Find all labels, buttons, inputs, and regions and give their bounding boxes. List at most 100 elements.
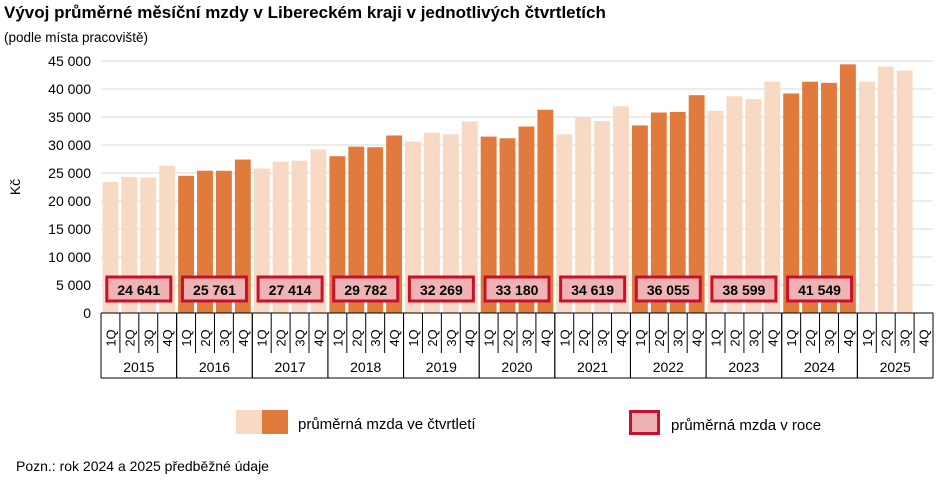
bar xyxy=(272,161,289,313)
quarter-tick-label: 4Q xyxy=(614,329,629,346)
quarter-tick-label: 4Q xyxy=(538,329,553,346)
year-label: 2018 xyxy=(350,359,381,375)
annual-average-box xyxy=(710,275,778,303)
year-label: 2021 xyxy=(577,359,608,375)
y-axis-label: Kč xyxy=(7,179,23,195)
bar xyxy=(442,134,459,313)
quarter-tick-label: 3Q xyxy=(595,329,610,346)
bar xyxy=(764,81,781,313)
quarter-tick-label: 2Q xyxy=(803,329,818,346)
y-tick-label: 30 000 xyxy=(48,137,91,153)
y-tick-label: 10 000 xyxy=(48,249,91,265)
bar xyxy=(499,138,516,313)
quarter-tick-label: 1Q xyxy=(179,329,194,346)
quarter-tick-label: 1Q xyxy=(557,329,572,346)
quarter-tick-label: 4Q xyxy=(917,329,932,346)
quarter-tick-label: 1Q xyxy=(103,329,118,346)
quarter-tick-label: 2Q xyxy=(501,329,516,346)
bar xyxy=(858,81,875,313)
bar xyxy=(821,82,837,313)
quarter-tick-label: 1Q xyxy=(255,329,270,346)
chart-title: Vývoj průměrné měsíční mzdy v Libereckém… xyxy=(4,3,606,22)
bar xyxy=(707,110,724,313)
quarter-tick-label: 3Q xyxy=(217,329,232,346)
annual-average-label: 34 619 xyxy=(571,282,614,298)
bar xyxy=(310,149,327,313)
y-tick-label: 5 000 xyxy=(56,277,91,293)
quarter-tick-label: 4Q xyxy=(387,329,402,346)
quarter-tick-label: 2Q xyxy=(274,329,289,346)
quarter-tick-label: 2Q xyxy=(879,329,894,346)
annual-average-box xyxy=(332,275,400,303)
quarter-tick-label: 1Q xyxy=(330,329,345,346)
legend-quarterly-label: průměrná mzda ve čtvrtletí xyxy=(298,415,476,433)
legend-quarterly: průměrná mzda ve čtvrtletí xyxy=(236,410,476,438)
annual-average-label: 32 269 xyxy=(420,282,463,298)
quarter-tick-label: 1Q xyxy=(784,329,799,346)
quarter-tick-label: 4Q xyxy=(690,329,705,346)
bar xyxy=(367,147,384,313)
bar xyxy=(518,126,535,314)
quarter-tick-label: 1Q xyxy=(482,329,497,346)
year-label: 2019 xyxy=(426,359,457,375)
quarter-tick-label: 4Q xyxy=(236,329,251,346)
year-label: 2015 xyxy=(123,359,154,375)
quarter-tick-label: 1Q xyxy=(406,329,421,346)
y-tick-label: 25 000 xyxy=(48,165,91,181)
quarter-tick-label: 2Q xyxy=(576,329,591,346)
quarter-tick-label: 1Q xyxy=(860,329,875,346)
bar xyxy=(291,160,308,313)
quarter-tick-label: 2Q xyxy=(652,329,667,346)
year-label: 2022 xyxy=(653,359,684,375)
annual-average-box xyxy=(634,275,702,303)
bar xyxy=(537,109,554,313)
quarter-tick-label: 2Q xyxy=(349,329,364,346)
annual-average-box xyxy=(483,275,551,303)
annual-average-label: 41 549 xyxy=(798,282,841,298)
quarter-tick-label: 3Q xyxy=(746,329,761,346)
quarter-tick-label: 2Q xyxy=(425,329,440,346)
year-label: 2017 xyxy=(275,359,306,375)
bar xyxy=(575,117,592,313)
year-label: 2020 xyxy=(501,359,532,375)
annual-average-box xyxy=(407,275,475,303)
bar xyxy=(480,136,497,313)
quarter-tick-label: 3Q xyxy=(519,329,534,346)
annual-average-label: 25 761 xyxy=(193,282,236,298)
annual-average-label: 29 782 xyxy=(344,282,387,298)
y-tick-label: 0 xyxy=(83,305,91,321)
bar xyxy=(802,81,819,313)
bar xyxy=(745,99,762,313)
year-label: 2023 xyxy=(728,359,759,375)
y-tick-label: 40 000 xyxy=(48,81,91,97)
quarter-tick-label: 4Q xyxy=(841,329,856,346)
bar xyxy=(877,66,894,313)
y-tick-label: 15 000 xyxy=(48,221,91,237)
bar xyxy=(650,112,667,314)
bar xyxy=(631,125,648,314)
year-label: 2025 xyxy=(880,359,911,375)
annual-average-box xyxy=(786,275,854,303)
annual-average-box xyxy=(559,275,627,303)
bar xyxy=(594,120,611,313)
y-tick-label: 45 000 xyxy=(48,53,91,69)
chart-subtitle: (podle místa pracoviště) xyxy=(4,30,149,45)
quarter-tick-label: 4Q xyxy=(463,329,478,346)
quarter-tick-label: 1Q xyxy=(633,329,648,346)
bar xyxy=(726,96,743,313)
quarter-tick-label: 3Q xyxy=(141,329,156,346)
quarter-tick-label: 3Q xyxy=(822,329,837,346)
year-label: 2024 xyxy=(804,359,835,375)
annual-average-label: 33 180 xyxy=(496,282,539,298)
bar-chart: 0 5 000 10 000 15 000 20 000 25 000 30 000 35 0… xyxy=(7,53,934,379)
annual-average-label: 24 641 xyxy=(117,282,160,298)
quarter-tick-label: 3Q xyxy=(898,329,913,346)
bar xyxy=(234,159,251,313)
bar xyxy=(461,121,478,313)
year-label: 2016 xyxy=(199,359,230,375)
bar xyxy=(613,106,629,313)
annual-average-box xyxy=(105,275,173,303)
quarter-tick-label: 3Q xyxy=(671,329,686,346)
legend-annual: průměrná mzda v roce xyxy=(629,410,821,440)
legend-annual-swatch xyxy=(629,410,661,440)
